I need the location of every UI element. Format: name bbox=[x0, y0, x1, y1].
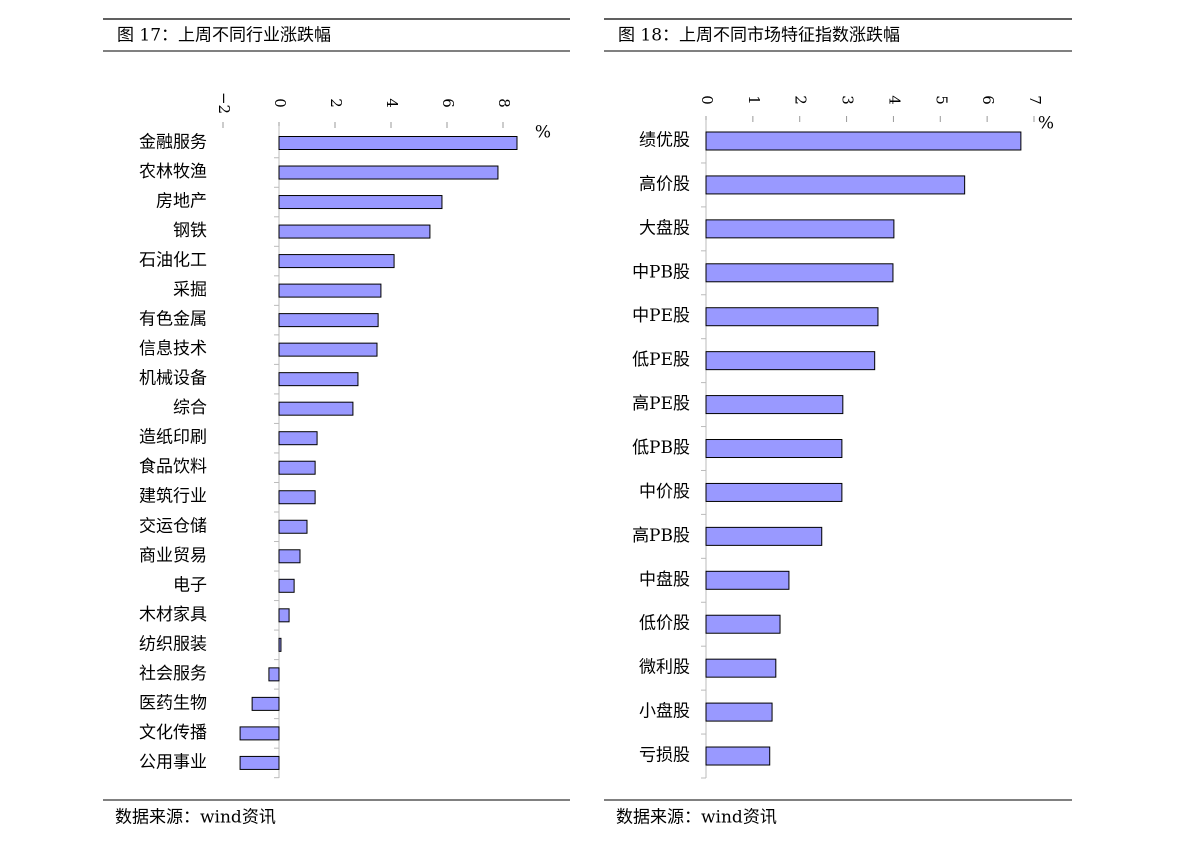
bar bbox=[239, 726, 280, 741]
category-label: 公用事业 bbox=[139, 752, 207, 772]
x-tick-label: 0 bbox=[698, 95, 716, 105]
bar bbox=[705, 131, 1022, 151]
bar bbox=[278, 578, 295, 593]
category-label: 亏损股 bbox=[639, 746, 690, 766]
bar bbox=[705, 219, 895, 239]
category-label: 中价股 bbox=[639, 482, 690, 502]
bar bbox=[278, 431, 318, 446]
category-label: 机械设备 bbox=[139, 369, 207, 389]
category-label: 石油化工 bbox=[139, 251, 207, 271]
category-label: 高PE股 bbox=[632, 394, 690, 414]
category-label: 采掘 bbox=[173, 280, 207, 300]
x-tick-label: 3 bbox=[839, 95, 857, 105]
category-label: 有色金属 bbox=[139, 310, 207, 330]
category-label: 中盘股 bbox=[639, 570, 690, 590]
category-label: 钢铁 bbox=[173, 221, 207, 241]
category-label: 低价股 bbox=[639, 614, 690, 634]
x-tick-label: 6 bbox=[979, 95, 997, 105]
category-label: 纺织服装 bbox=[139, 634, 207, 654]
bar bbox=[278, 165, 499, 180]
bar bbox=[239, 755, 280, 770]
category-label: 商业贸易 bbox=[139, 546, 207, 566]
bar bbox=[278, 519, 308, 534]
bar bbox=[705, 263, 894, 283]
bar bbox=[705, 658, 777, 678]
category-label: 食品饮料 bbox=[139, 457, 207, 477]
category-label: 金融服务 bbox=[139, 133, 207, 153]
bar bbox=[278, 342, 378, 357]
bar bbox=[705, 351, 876, 371]
bar bbox=[278, 224, 431, 239]
source: 数据来源：wind资讯 bbox=[616, 808, 777, 828]
bar bbox=[705, 570, 790, 590]
category-label: 房地产 bbox=[156, 192, 207, 212]
category-label: 中PE股 bbox=[632, 306, 690, 326]
category-label: 造纸印刷 bbox=[139, 428, 207, 448]
category-label: 文化传播 bbox=[139, 723, 207, 743]
bar bbox=[705, 439, 843, 459]
bar bbox=[705, 614, 781, 634]
chart-title: 图 17：上周不同行业涨跌幅 bbox=[117, 26, 331, 46]
bar bbox=[278, 637, 282, 652]
category-label: 建筑行业 bbox=[139, 487, 207, 507]
source: 数据来源：wind资讯 bbox=[115, 808, 276, 828]
bar bbox=[278, 372, 359, 387]
bar bbox=[705, 307, 879, 327]
bar bbox=[251, 696, 280, 711]
bar bbox=[268, 667, 280, 682]
bar bbox=[278, 283, 382, 298]
x-tick-label: 6 bbox=[439, 98, 457, 108]
chart-title: 图 18：上周不同市场特征指数涨跌幅 bbox=[618, 26, 900, 46]
category-label: 社会服务 bbox=[139, 664, 207, 684]
category-label: 农林牧渔 bbox=[139, 162, 207, 182]
category-label: 低PE股 bbox=[632, 350, 690, 370]
x-tick-label: −2 bbox=[215, 92, 233, 114]
bar bbox=[705, 702, 773, 722]
bar bbox=[705, 175, 966, 195]
bar bbox=[278, 608, 290, 623]
category-label: 小盘股 bbox=[639, 702, 690, 722]
x-tick-label: 2 bbox=[792, 95, 810, 105]
category-label: 医药生物 bbox=[139, 693, 207, 713]
bar bbox=[278, 313, 379, 328]
category-label: 高PB股 bbox=[632, 526, 690, 546]
bar bbox=[278, 460, 316, 475]
bar bbox=[278, 254, 395, 269]
x-tick-label: 4 bbox=[885, 95, 903, 105]
category-label: 低PB股 bbox=[632, 438, 690, 458]
category-label: 木材家具 bbox=[139, 605, 207, 625]
bar bbox=[705, 395, 844, 415]
bar bbox=[278, 136, 518, 150]
category-label: 信息技术 bbox=[139, 339, 207, 359]
x-tick-label: 7 bbox=[1026, 95, 1044, 105]
x-tick-label: 0 bbox=[271, 98, 289, 108]
category-label: 微利股 bbox=[639, 658, 690, 678]
category-label: 交运仓储 bbox=[139, 516, 207, 536]
bar bbox=[278, 195, 443, 210]
bar bbox=[705, 746, 771, 766]
x-tick-label: 8 bbox=[495, 98, 513, 108]
category-label: 综合 bbox=[173, 398, 207, 418]
bar bbox=[705, 482, 843, 502]
x-tick-label: 4 bbox=[383, 98, 401, 108]
bar bbox=[705, 526, 823, 546]
category-label: 绩优股 bbox=[639, 131, 690, 151]
category-label: 高价股 bbox=[639, 174, 690, 194]
category-label: 电子 bbox=[173, 575, 207, 595]
category-label: 中PB股 bbox=[632, 262, 690, 282]
x-tick-label: 2 bbox=[327, 98, 345, 108]
unit-label: % bbox=[535, 123, 551, 143]
bar bbox=[278, 401, 354, 416]
bar bbox=[278, 549, 301, 564]
bar bbox=[278, 490, 316, 505]
category-label: 大盘股 bbox=[639, 218, 690, 238]
unit-label: % bbox=[1038, 114, 1054, 134]
x-tick-label: 1 bbox=[745, 95, 763, 105]
x-tick-label: 5 bbox=[932, 95, 950, 105]
